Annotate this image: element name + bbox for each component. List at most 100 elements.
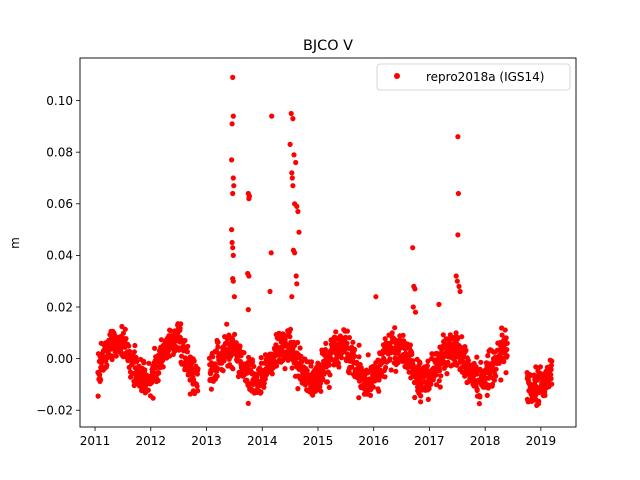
data-point (473, 364, 479, 370)
data-point (349, 364, 355, 370)
data-point (373, 294, 379, 300)
data-point (489, 381, 496, 387)
data-point (412, 309, 419, 315)
y-tick-label: 0.00 (46, 352, 73, 366)
data-point (498, 377, 504, 383)
data-point (131, 349, 137, 355)
data-point (503, 370, 509, 376)
data-point (302, 382, 308, 388)
data-point (452, 349, 458, 355)
data-point (344, 328, 350, 334)
data-point (493, 373, 499, 379)
data-point (418, 399, 424, 405)
data-point (400, 332, 406, 338)
data-point (289, 175, 295, 181)
data-point (412, 394, 418, 401)
data-point (145, 387, 151, 393)
y-tick-label: 0.04 (46, 249, 73, 263)
data-point (333, 329, 339, 335)
data-point (133, 354, 139, 361)
data-point (346, 370, 352, 376)
data-point (548, 376, 554, 382)
data-point (288, 110, 294, 117)
data-point (295, 208, 301, 215)
data-point (233, 340, 239, 346)
data-point (98, 377, 104, 383)
x-tick-label: 2013 (191, 434, 222, 448)
data-point (440, 345, 446, 351)
data-point (352, 353, 358, 359)
data-point (267, 288, 273, 295)
data-point (230, 175, 236, 181)
data-point (128, 374, 134, 380)
data-point (491, 377, 497, 383)
data-point (494, 347, 500, 353)
x-tick-label: 2018 (470, 434, 501, 448)
data-point (184, 349, 190, 355)
data-point (382, 374, 388, 380)
data-point (501, 359, 507, 365)
data-point (365, 352, 371, 358)
data-point (548, 367, 554, 373)
data-point (177, 325, 183, 331)
data-point (326, 362, 332, 368)
data-point (459, 334, 465, 340)
data-point (436, 378, 442, 384)
data-point (351, 346, 358, 352)
data-point (294, 203, 300, 209)
data-point (229, 239, 235, 246)
data-point (258, 355, 264, 361)
data-point (437, 368, 443, 374)
data-point (433, 382, 440, 388)
data-point (438, 373, 444, 379)
data-point (318, 388, 324, 394)
data-point (185, 343, 191, 349)
data-point (224, 321, 230, 327)
data-point (195, 366, 201, 372)
data-point (343, 334, 349, 340)
x-tick-label: 2016 (358, 434, 389, 448)
data-point (269, 371, 275, 377)
data-point (376, 377, 382, 383)
data-point (282, 336, 288, 342)
legend-marker (394, 73, 400, 79)
data-point (356, 354, 362, 360)
data-point (293, 273, 299, 279)
data-point (241, 350, 247, 356)
data-point (210, 354, 216, 360)
data-point (230, 74, 236, 80)
data-point (533, 364, 539, 370)
y-tick-label: 0.02 (46, 300, 73, 314)
data-point (113, 353, 119, 359)
data-point (254, 374, 260, 380)
data-point (454, 278, 460, 284)
data-point (409, 351, 415, 357)
data-point (392, 325, 398, 331)
data-point (178, 321, 184, 327)
data-point (112, 332, 118, 338)
data-point (549, 358, 555, 364)
data-point (410, 245, 416, 251)
data-point (293, 159, 299, 166)
x-tick-label: 2012 (136, 434, 167, 448)
data-point (484, 392, 490, 398)
data-point (268, 250, 274, 256)
data-point (150, 369, 157, 375)
data-point (120, 330, 126, 336)
data-point (279, 344, 285, 350)
data-point (295, 339, 301, 346)
data-point (262, 376, 268, 382)
data-point (549, 381, 555, 387)
data-point (425, 396, 431, 402)
data-point (246, 273, 252, 279)
data-point (410, 304, 416, 310)
data-point (425, 358, 431, 364)
data-point (230, 245, 236, 251)
data-point (290, 116, 296, 122)
data-point (474, 354, 480, 360)
data-point (298, 353, 304, 359)
data-point (445, 359, 451, 365)
data-point (295, 386, 301, 392)
data-point (412, 286, 418, 292)
data-point (346, 335, 352, 341)
